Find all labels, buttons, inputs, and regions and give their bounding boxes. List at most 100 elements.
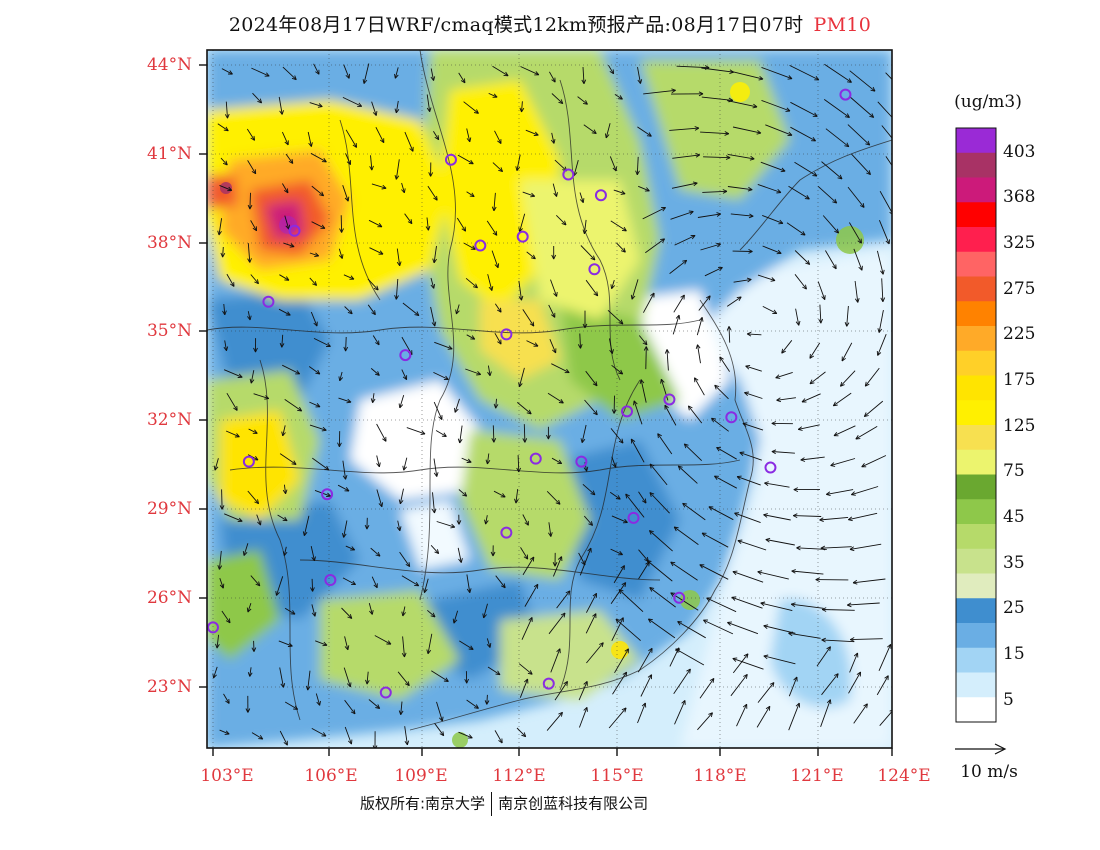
wind-arrow-head <box>403 466 407 471</box>
wind-arrow-head <box>670 592 676 594</box>
wind-arrow-head <box>882 269 885 275</box>
wind-arrow-shaft <box>795 308 800 326</box>
wind-arrow-shaft <box>578 707 588 728</box>
wind-arrow-shaft <box>673 526 699 545</box>
wind-arrow-head <box>550 139 555 144</box>
wind-arrow-head <box>648 530 652 535</box>
lat-label-38: 38°N <box>146 233 192 253</box>
wind-arrow-head <box>689 668 691 674</box>
wind-arrow-shaft <box>819 516 849 521</box>
wind-arrow-shaft <box>727 153 755 160</box>
wind-arrow-head <box>431 508 435 514</box>
wind-arrow-shaft <box>546 712 563 731</box>
wind-arrow-shaft <box>611 279 615 289</box>
wind-arrow-shaft <box>731 596 763 609</box>
wind-arrow-head <box>904 95 908 97</box>
wind-arrow-head <box>630 294 633 300</box>
wind-arrow-head <box>342 475 346 480</box>
wind-arrow-shaft <box>250 274 259 284</box>
wind-arrow-head <box>877 352 882 356</box>
lat-label-29: 29°N <box>146 499 192 519</box>
wind-arrow-head <box>345 74 350 79</box>
station-marker <box>500 526 513 539</box>
wind-arrow-head <box>739 452 744 457</box>
wind-arrow-head <box>719 356 724 360</box>
wind-arrow-shaft <box>849 70 876 92</box>
wind-arrow-head <box>493 206 497 212</box>
wind-arrow-shaft <box>458 489 467 497</box>
wind-arrow-shaft <box>610 428 624 444</box>
wind-arrow-shaft <box>374 635 392 645</box>
wind-arrow-shaft <box>547 392 564 404</box>
wind-arrow-head <box>503 583 506 588</box>
wind-arrow-shaft <box>554 159 568 172</box>
wind-arrow-shaft <box>733 278 752 283</box>
wind-arrow-head <box>646 187 650 192</box>
wind-arrow-head <box>896 124 900 126</box>
wind-arrow-shaft <box>826 489 854 495</box>
wind-arrow-shaft <box>677 621 706 639</box>
wind-arrow-head <box>714 384 720 388</box>
wind-arrow-shaft <box>549 71 556 83</box>
wind-arrow-head <box>292 610 296 615</box>
wind-arrow-head <box>820 545 826 549</box>
wind-arrow-shaft <box>816 646 831 667</box>
wind-arrow-shaft <box>853 578 886 584</box>
wind-arrow-head <box>701 317 704 322</box>
wind-arrow-head <box>249 204 253 210</box>
wind-arrow-shaft <box>677 465 698 484</box>
wind-arrow-head <box>426 107 431 112</box>
wind-arrow-head <box>451 523 456 528</box>
wind-arrow-shaft <box>706 597 737 613</box>
wind-arrow-head <box>819 517 824 521</box>
wind-arrow-head <box>523 678 528 683</box>
wind-arrow-shaft <box>226 392 238 411</box>
wind-arrow-shaft <box>716 447 737 460</box>
wind-arrow-head <box>649 492 655 495</box>
wind-arrow-shaft <box>697 344 701 364</box>
wind-arrow-shaft <box>338 248 343 259</box>
wind-arrow-head <box>865 383 870 387</box>
wind-arrow-head <box>247 258 251 263</box>
wind-arrow-head <box>376 285 379 291</box>
wind-arrow-head <box>464 226 467 232</box>
wind-arrow-shaft <box>220 157 228 166</box>
wind-arrow-head <box>500 167 504 172</box>
wind-arrow-shaft <box>218 218 223 236</box>
wind-arrow-head <box>793 489 799 493</box>
wind-arrow-head <box>867 140 871 146</box>
wind-arrow-head <box>228 186 233 191</box>
wind-arrow-head <box>641 702 646 707</box>
wind-arrow-shaft <box>256 514 262 526</box>
wind-arrow-head <box>708 506 712 511</box>
wind-arrow-head <box>595 410 598 415</box>
wind-arrow-shaft <box>794 161 818 177</box>
wind-arrow-head <box>887 643 891 648</box>
wind-arrow-head <box>415 581 420 587</box>
wind-arrow-head <box>529 323 535 327</box>
wind-arrow-head <box>563 681 568 685</box>
wind-arrow-head <box>259 98 263 104</box>
wind-arrow-head <box>846 113 850 118</box>
wind-arrow-head <box>351 546 356 551</box>
wind-arrow-head <box>327 492 331 497</box>
wind-arrow-shaft <box>732 126 761 134</box>
wind-arrow-head <box>438 416 443 420</box>
wind-arrow-head <box>675 314 680 319</box>
wind-arrow-head <box>217 230 220 236</box>
wind-arrow-head <box>547 434 551 440</box>
wind-arrow-shaft <box>610 220 627 232</box>
wind-arrow-head <box>545 434 549 440</box>
wind-arrow-head <box>404 652 407 658</box>
wind-arrow-shaft <box>312 457 329 471</box>
wind-arrow-head <box>743 674 748 677</box>
wind-arrow-head <box>840 384 845 387</box>
wind-arrow-head <box>497 263 500 268</box>
wind-arrow-head <box>749 213 754 217</box>
wind-arrow-head <box>832 266 837 270</box>
wind-arrow-head <box>316 403 321 408</box>
copyright-right: 南京创蓝科技有限公司 <box>498 794 649 813</box>
wind-arrow-head <box>299 406 303 412</box>
wind-arrow-shaft <box>809 371 826 385</box>
wind-arrow-shaft <box>434 723 445 736</box>
